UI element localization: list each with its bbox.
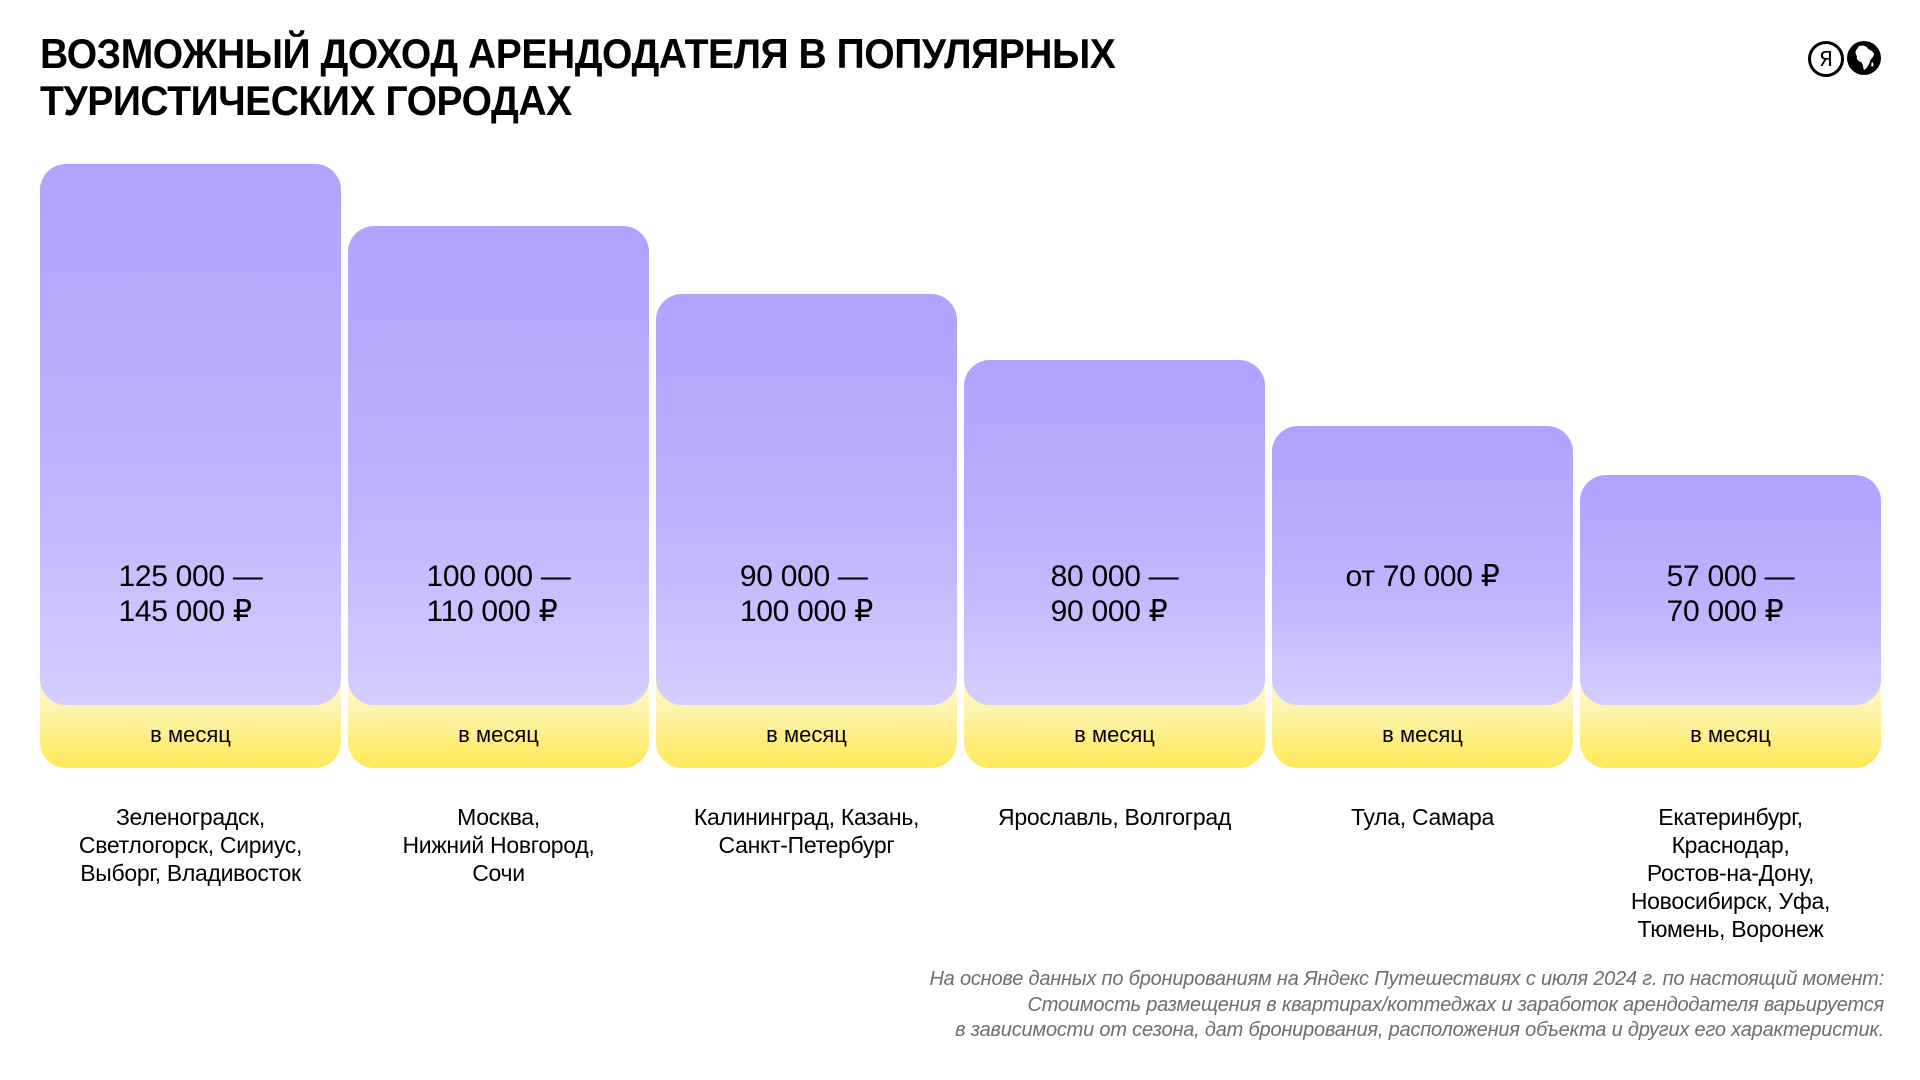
income-value-line: 125 000 —: [118, 560, 263, 593]
city-line: Сочи: [472, 860, 525, 886]
footnote: На основе данных по бронированиям на Янд…: [929, 967, 1884, 1044]
income-value-line: 57 000 —: [1666, 560, 1795, 593]
per-month-label: в месяц: [458, 722, 539, 747]
city-line: Ярославль, Волгоград: [998, 804, 1231, 830]
city-list: Екатеринбург, Краснодар, Ростов-на-Дону, Но…: [1576, 803, 1885, 943]
income-value-line: 80 000 —: [1050, 560, 1179, 593]
city-line: Зеленоградск,: [115, 804, 266, 830]
per-month-label: в месяц: [1074, 722, 1155, 747]
city-list: Зеленоградск, Светлогорск, Сириус, Выборг,…: [36, 803, 345, 887]
yandex-travel-logo: Я: [1808, 40, 1884, 77]
per-month-label: в месяц: [766, 722, 847, 747]
globe-icon: [1847, 41, 1881, 75]
per-month-label: в месяц: [150, 722, 231, 747]
footnote-line-3: в зависимости от сезона, дат бронировани…: [955, 1019, 1884, 1041]
income-bar: [656, 294, 957, 705]
city-list: Москва, Нижний Новгород, Сочи: [344, 803, 653, 887]
income-value-label: 80 000 —90 000 ₽: [964, 559, 1265, 629]
yandex-circle-icon: Я: [1808, 41, 1844, 77]
city-line: Светлогорск, Сириус,: [78, 832, 303, 858]
income-value-line: 100 000 —: [426, 560, 571, 593]
city-line: Тюмень, Воронеж: [1637, 916, 1824, 942]
city-list: Тула, Самара: [1268, 803, 1577, 831]
income-value-line: 145 000 ₽: [118, 595, 252, 628]
income-bar: [348, 226, 649, 705]
income-value-line: 70 000 ₽: [1666, 595, 1784, 628]
city-line: Нижний Новгород,: [402, 832, 595, 858]
income-value-line: 110 000 ₽: [426, 595, 558, 628]
income-bar: [40, 164, 341, 705]
income-value-label: 90 000 —100 000 ₽: [656, 559, 957, 629]
city-line: Екатеринбург,: [1658, 804, 1803, 830]
income-value-line: 90 000 —: [739, 560, 868, 593]
city-line: Москва,: [457, 804, 540, 830]
income-value-label: 57 000 —70 000 ₽: [1580, 559, 1881, 629]
income-bar: [964, 360, 1265, 705]
income-value-line: 100 000 ₽: [739, 595, 874, 628]
footnote-line-2: Стоимость размещения в квартирах/коттедж…: [1027, 993, 1885, 1016]
city-line: Тула, Самара: [1351, 804, 1494, 830]
per-month-label: в месяц: [1382, 722, 1463, 747]
income-value-label: от 70 000 ₽: [1272, 559, 1573, 594]
income-value-label: 100 000 —110 000 ₽: [348, 559, 649, 629]
page-title: ВОЗМОЖНЫЙ ДОХОД АРЕНДОДАТЕЛЯ В ПОПУЛЯРНЫ…: [40, 30, 1116, 124]
city-line: Новосибирск, Уфа,: [1630, 888, 1831, 914]
city-line: Ростов-на-Дону,: [1646, 860, 1815, 886]
footnote-line-1: На основе данных по бронированиям на Янд…: [929, 968, 1884, 990]
city-list: Ярославль, Волгоград: [960, 803, 1269, 831]
title-line-2: ТУРИСТИЧЕСКИХ ГОРОДАХ: [40, 77, 572, 124]
city-line: Санкт-Петербург: [718, 832, 895, 858]
income-value-label: 125 000 —145 000 ₽: [40, 559, 341, 629]
city-line: Выборг, Владивосток: [80, 860, 301, 886]
income-bar: [1580, 475, 1881, 705]
city-line: Калининград, Казань,: [693, 804, 920, 830]
income-value-line: от 70 000 ₽: [1345, 560, 1500, 593]
title-line-1: ВОЗМОЖНЫЙ ДОХОД АРЕНДОДАТЕЛЯ В ПОПУЛЯРНЫ…: [40, 30, 1116, 77]
income-bar: [1272, 426, 1573, 705]
per-month-label: в месяц: [1690, 722, 1771, 747]
city-list: Калининград, Казань, Санкт-Петербург: [652, 803, 961, 859]
income-value-line: 90 000 ₽: [1050, 595, 1168, 628]
city-line: Краснодар,: [1671, 832, 1790, 858]
